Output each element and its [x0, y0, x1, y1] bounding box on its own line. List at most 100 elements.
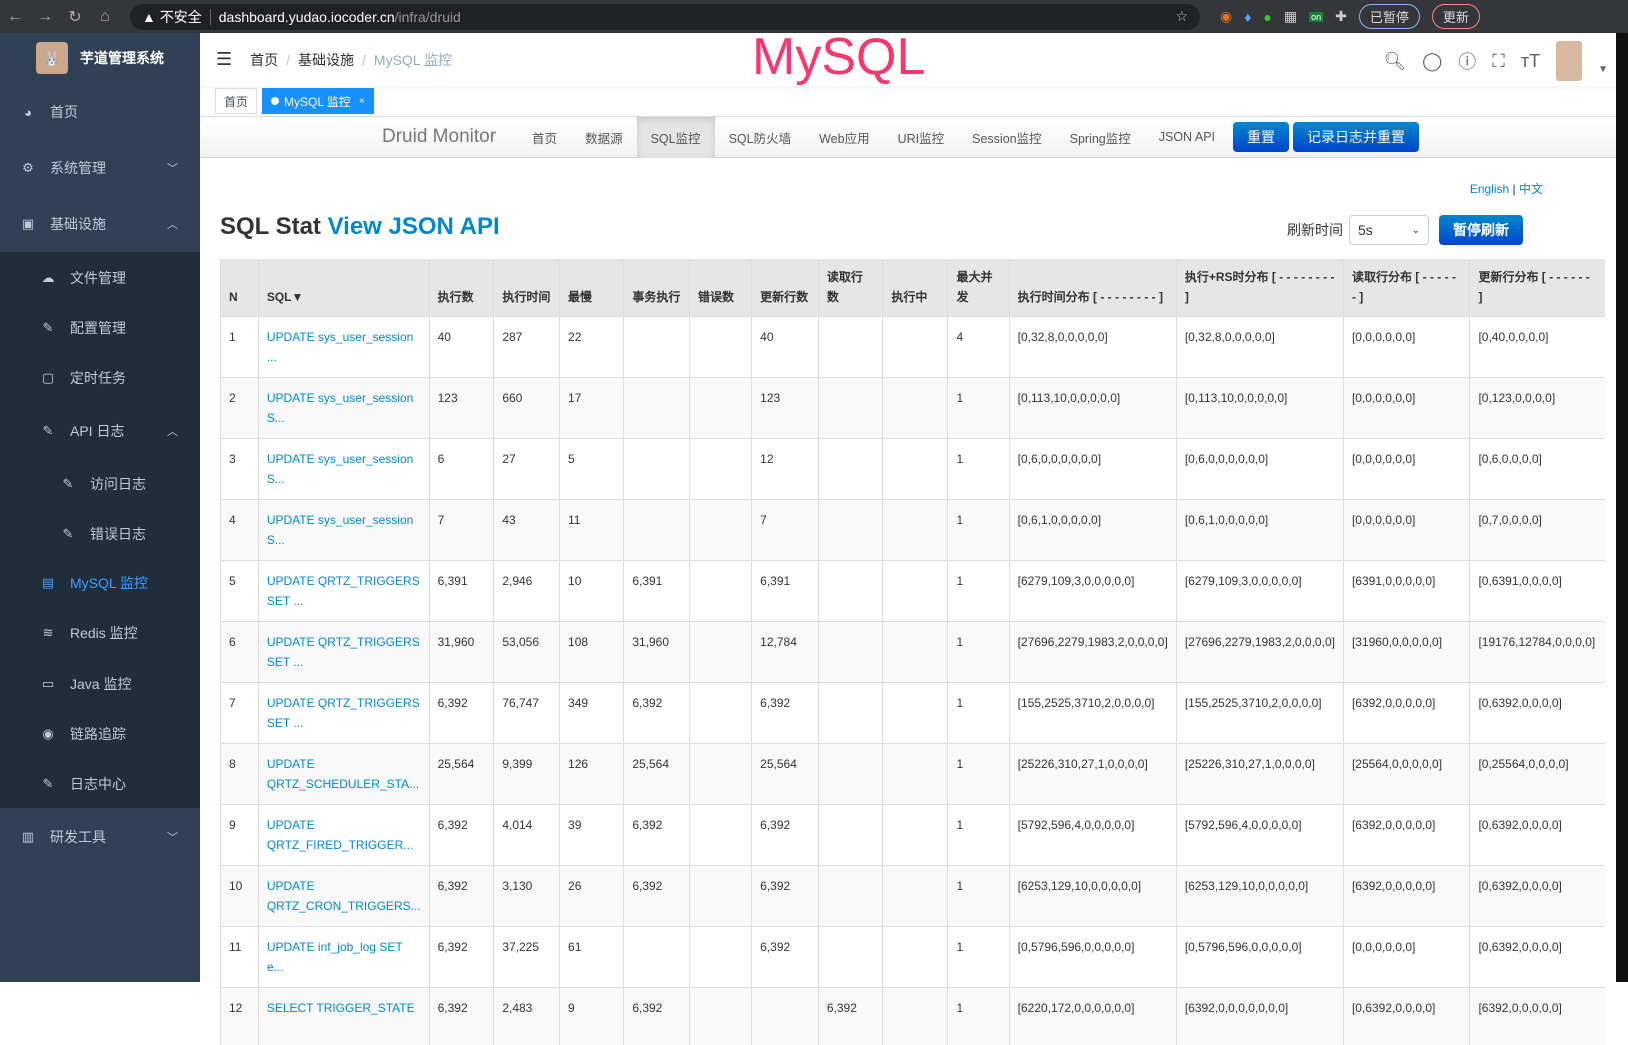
- sql-link[interactable]: UPDATE inf_job_log SET e...: [266, 940, 403, 974]
- extension-icon[interactable]: ◉: [1220, 8, 1233, 24]
- column-header: 更新行分布 [ - - - - - - ]: [1469, 259, 1605, 317]
- search-icon[interactable]: 🔍︎: [1383, 50, 1407, 71]
- sql-link[interactable]: UPDATE QRTZ_CRON_TRIGGERS...: [266, 879, 421, 913]
- druid-nav-item[interactable]: SQL防火墙: [728, 131, 792, 146]
- table-cell: UPDATE sys_user_session S...: [257, 377, 430, 439]
- reset-button[interactable]: 重置: [1233, 122, 1290, 152]
- column-header: 更新行数: [751, 259, 819, 317]
- druid-brand[interactable]: Druid Monitor: [382, 126, 497, 147]
- druid-nav-item[interactable]: Session监控: [972, 131, 1042, 146]
- sql-link[interactable]: UPDATE sys_user_session S...: [266, 452, 414, 486]
- sql-link[interactable]: UPDATE sys_user_session ...: [266, 330, 414, 364]
- sql-link[interactable]: UPDATE QRTZ_FIRED_TRIGGER...: [266, 818, 414, 852]
- table-cell: [0,25564,0,0,0,0]: [1469, 743, 1605, 805]
- sidebar-item[interactable]: ☁ 文件管理: [0, 253, 200, 303]
- refresh-interval-select[interactable]: 5s ⌄: [1349, 215, 1429, 245]
- druid-nav-item[interactable]: JSON API: [1158, 130, 1216, 144]
- tag-home[interactable]: 首页: [215, 88, 258, 114]
- sidebar-logo[interactable]: 🐰 芋道管理系统: [0, 33, 200, 83]
- sidebar-item[interactable]: ▥ 研发工具 ﹀: [0, 812, 200, 862]
- table-cell: [31960,0,0,0,0,0]: [1342, 621, 1470, 683]
- sql-link[interactable]: SELECT TRIGGER_STATE: [266, 1001, 415, 1015]
- avatar[interactable]: [1556, 41, 1583, 81]
- druid-nav-item[interactable]: Spring监控: [1069, 131, 1131, 146]
- druid-nav-item[interactable]: 首页: [532, 131, 558, 146]
- sidebar-item[interactable]: ▤ MySQL 监控: [0, 558, 200, 608]
- sidebar-item[interactable]: ✎ 配置管理: [0, 303, 200, 353]
- table-cell: 5: [220, 560, 259, 622]
- navbar: ☰ 首页 / 基础设施 / MySQL 监控 MySQL 🔍︎ ◯ ⓘ ⛶ тT ▼: [200, 28, 1628, 86]
- extension-icon[interactable]: ♦: [1244, 8, 1252, 25]
- update-button[interactable]: 更新: [1431, 4, 1480, 29]
- sql-link[interactable]: UPDATE QRTZ_SCHEDULER_STA...: [266, 757, 420, 791]
- extension-icon[interactable]: on: [1309, 11, 1324, 22]
- back-icon[interactable]: ←: [7, 7, 23, 25]
- address-bar[interactable]: ▲ 不安全 dashboard.yudao.iocoder.cn/infra/d…: [130, 3, 1200, 30]
- puzzle-icon[interactable]: ✚: [1335, 8, 1347, 24]
- view-json-api-link[interactable]: View JSON API: [327, 213, 500, 240]
- sidebar-item[interactable]: ◕ 首页: [0, 87, 200, 137]
- sidebar-item[interactable]: ✎ API 日志 ︿: [0, 406, 200, 456]
- sidebar-item[interactable]: ▣ 基础设施 ︿: [0, 199, 200, 249]
- sql-link[interactable]: UPDATE sys_user_session S...: [266, 391, 414, 425]
- scrollbar[interactable]: [1616, 33, 1628, 982]
- table-cell: 6: [220, 621, 259, 683]
- table-cell: [751, 987, 819, 1045]
- sql-link[interactable]: UPDATE QRTZ_TRIGGERS SET ...: [266, 696, 420, 730]
- lang-chinese[interactable]: 中文: [1518, 182, 1543, 196]
- hamburger-icon[interactable]: ☰: [216, 49, 233, 69]
- chevron-up-icon: ︿: [167, 425, 178, 438]
- profile-button[interactable]: 已暂停: [1358, 4, 1420, 29]
- font-size-icon[interactable]: тT: [1520, 50, 1541, 71]
- druid-nav-item[interactable]: Web应用: [819, 131, 870, 146]
- log-reset-button[interactable]: 记录日志并重置: [1293, 122, 1420, 152]
- reload-icon[interactable]: ↻: [68, 8, 82, 26]
- sidebar-item[interactable]: ✎ 日志中心: [0, 759, 200, 809]
- forward-icon[interactable]: →: [37, 7, 53, 25]
- column-header: 执行+RS时分布 [ - - - - - - - - ]: [1175, 259, 1344, 317]
- druid-nav-item[interactable]: 数据源: [585, 131, 623, 146]
- column-header: 执行中: [882, 259, 948, 317]
- home-icon[interactable]: ⌂: [100, 7, 110, 25]
- table-cell: 5: [559, 438, 624, 500]
- close-icon[interactable]: ×: [358, 95, 365, 107]
- sidebar-item[interactable]: ▢ 定时任务: [0, 353, 200, 403]
- breadcrumb-item[interactable]: 基础设施: [298, 51, 355, 68]
- column-header[interactable]: SQL▼: [257, 259, 430, 317]
- column-header: 执行数: [428, 259, 494, 317]
- github-icon[interactable]: ◯: [1422, 50, 1443, 71]
- table-cell: [0,113,10,0,0,0,0,0]: [1008, 377, 1177, 439]
- caret-down-icon[interactable]: ▼: [1598, 63, 1608, 75]
- star-icon[interactable]: ☆: [1175, 8, 1188, 24]
- druid-nav-item[interactable]: URI监控: [897, 131, 945, 146]
- sidebar-item[interactable]: ✎ 错误日志: [0, 509, 200, 559]
- sidebar-item[interactable]: ✎ 访问日志: [0, 459, 200, 509]
- sidebar-item[interactable]: ▭ Java 监控: [0, 659, 200, 709]
- table-cell: [817, 560, 883, 622]
- sql-link[interactable]: UPDATE QRTZ_TRIGGERS SET ...: [266, 574, 420, 608]
- sidebar-item[interactable]: ⚙ 系统管理 ﹀: [0, 143, 200, 193]
- table-cell: 76,747: [493, 682, 560, 744]
- tag-mysql[interactable]: MySQL 监控 ×: [262, 88, 374, 114]
- column-header: 执行时间: [493, 259, 560, 317]
- table-row: 8 UPDATE QRTZ_SCHEDULER_STA... 25,564 9,399…: [220, 743, 1605, 805]
- druid-nav-item[interactable]: SQL监控: [636, 116, 715, 158]
- extension-icon[interactable]: ●: [1263, 8, 1272, 25]
- pause-refresh-button[interactable]: 暂停刷新: [1439, 215, 1523, 245]
- sidebar-item-label: 基础设施: [50, 216, 106, 233]
- breadcrumb-item[interactable]: 首页: [250, 51, 279, 68]
- sidebar-item[interactable]: ≋ Redis 监控: [0, 608, 200, 658]
- lang-english[interactable]: English: [1469, 182, 1510, 196]
- table-cell: 37,225: [493, 926, 560, 988]
- sql-link[interactable]: UPDATE sys_user_session S...: [266, 513, 414, 547]
- table-cell: [623, 499, 690, 561]
- table-cell: [0,32,8,0,0,0,0,0]: [1008, 316, 1177, 378]
- help-icon[interactable]: ⓘ: [1458, 52, 1477, 72]
- extension-icon[interactable]: ▦: [1283, 8, 1298, 24]
- fullscreen-icon[interactable]: ⛶: [1492, 50, 1505, 71]
- table-cell: 6,391: [751, 560, 819, 622]
- chevron-up-icon: ︿: [167, 219, 178, 232]
- table-cell: 7: [428, 499, 494, 561]
- sidebar-item[interactable]: ◉ 链路追踪: [0, 709, 200, 759]
- sql-link[interactable]: UPDATE QRTZ_TRIGGERS SET ...: [266, 635, 420, 669]
